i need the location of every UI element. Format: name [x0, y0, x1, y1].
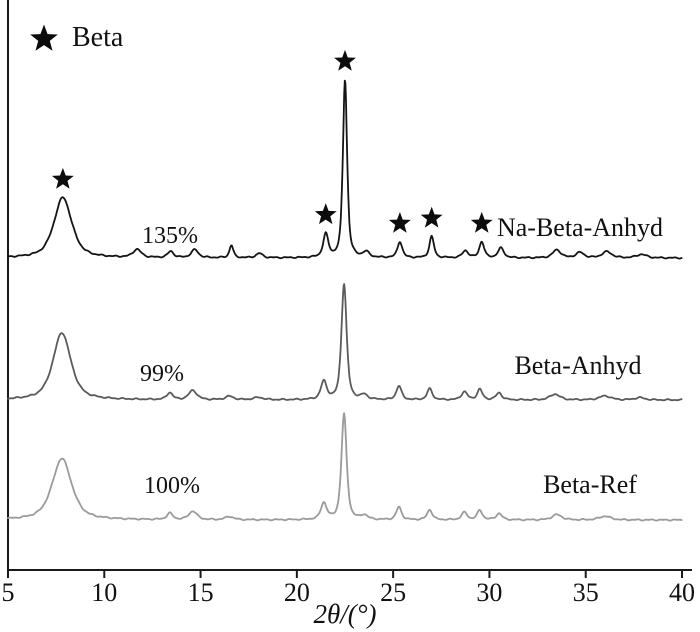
percent-label-beta-ref: 100% [144, 473, 200, 499]
beta-peak-star-icon [314, 203, 337, 225]
x-tick-label: 25 [380, 578, 406, 607]
x-tick-label: 5 [2, 578, 15, 607]
series-label-beta-ref: Beta-Ref [543, 470, 637, 499]
series-label-beta-anhyd: Beta-Anhyd [514, 351, 642, 380]
x-tick-label: 20 [284, 578, 310, 607]
x-tick-label: 40 [669, 578, 695, 607]
curve-beta-anhyd [7, 283, 683, 402]
beta-peak-star-icon [334, 49, 356, 71]
percent-label-beta-anhyd: 99% [140, 361, 184, 387]
curve-na-beta-anhyd [7, 79, 683, 260]
beta-star-icon [30, 24, 58, 51]
x-tick-label: 15 [188, 578, 214, 607]
legend-label: Beta [72, 22, 124, 53]
percent-label-na-beta-anhyd: 135% [142, 223, 198, 249]
series-label-na-beta-anhyd: Na-Beta-Anhyd [496, 213, 664, 242]
x-tick-label: 35 [573, 578, 599, 607]
axes [7, 0, 692, 578]
x-tick-label: 30 [476, 578, 502, 607]
beta-peak-star-icon [388, 212, 411, 233]
x-axis-title: 2θ/(°) [313, 599, 377, 629]
x-tick-label: 10 [91, 578, 117, 607]
curve-beta-ref [7, 412, 683, 522]
beta-peak-star-icon [420, 206, 443, 228]
beta-peak-star-icon [470, 211, 493, 233]
beta-peak-star-icon [51, 167, 74, 189]
legend: Beta [28, 22, 123, 54]
